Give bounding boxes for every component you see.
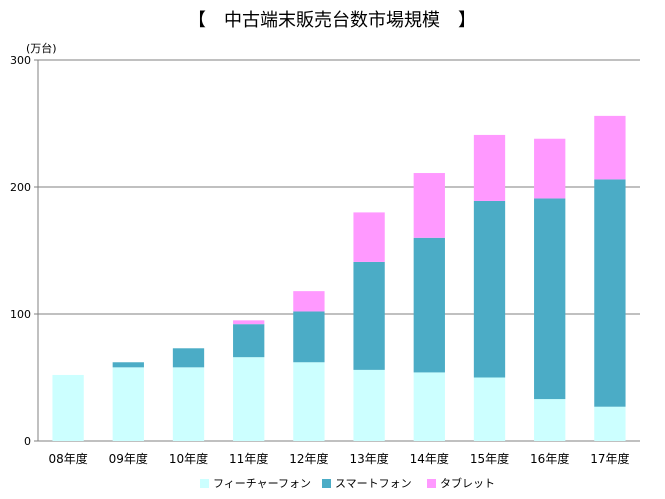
x-tick-label: 11年度: [229, 451, 268, 466]
y-tick-label: 0: [24, 435, 31, 448]
bar-13年度-スマートフォン: [353, 261, 385, 370]
x-tick-label: 13年度: [349, 451, 388, 466]
x-tick-label: 16年度: [530, 451, 569, 466]
legend-label: フィーチャーフォン: [213, 477, 311, 490]
bars: [52, 115, 626, 441]
bar-13年度-フィーチャーフォン: [353, 369, 385, 441]
x-tick-label: 17年度: [590, 451, 629, 466]
bar-11年度-タブレット: [233, 320, 265, 325]
legend-swatch: [322, 479, 331, 488]
y-axis-ticks: 0 100 200 300: [10, 54, 38, 448]
bar-13年度-タブレット: [353, 212, 385, 262]
y-axis-unit-label: (万台): [26, 41, 57, 55]
legend-label: タブレット: [440, 476, 495, 490]
y-tick-label: 300: [10, 54, 31, 67]
bar-11年度-フィーチャーフォン: [233, 357, 265, 441]
y-tick-label: 200: [10, 181, 31, 194]
bar-15年度-タブレット: [473, 134, 506, 201]
bar-16年度-スマートフォン: [534, 198, 566, 400]
chart-title: 【 中古端末販売台数市場規模 】: [188, 10, 476, 31]
legend-swatch: [200, 479, 209, 488]
bar-14年度-フィーチャーフォン: [413, 372, 445, 441]
bar-17年度-スマートフォン: [594, 179, 626, 407]
bar-16年度-タブレット: [534, 138, 566, 199]
x-tick-label: 09年度: [109, 451, 148, 466]
bar-17年度-フィーチャーフォン: [594, 406, 626, 441]
bar-12年度-フィーチャーフォン: [293, 362, 325, 441]
bar-15年度-フィーチャーフォン: [473, 377, 506, 441]
bar-11年度-スマートフォン: [233, 324, 265, 358]
bar-14年度-タブレット: [413, 173, 445, 238]
bar-12年度-タブレット: [293, 291, 325, 312]
bar-14年度-スマートフォン: [413, 237, 445, 373]
x-axis-ticks: 08年度 09年度 10年度 11年度 12年度 13年度 14年度 15年度 16年度 17年度: [48, 451, 629, 466]
x-tick-label: 14年度: [410, 451, 449, 466]
bar-15年度-スマートフォン: [473, 200, 506, 378]
bar-09年度-スマートフォン: [112, 362, 144, 368]
legend-swatch: [427, 479, 436, 488]
bar-10年度-スマートフォン: [172, 348, 205, 368]
bar-16年度-フィーチャーフォン: [534, 399, 566, 441]
legend-label: スマートフォン: [335, 477, 412, 490]
bar-17年度-タブレット: [594, 115, 626, 180]
x-tick-label: 10年度: [169, 451, 208, 466]
x-tick-label: 08年度: [48, 451, 87, 466]
bar-09年度-フィーチャーフォン: [112, 367, 144, 441]
x-tick-label: 15年度: [470, 451, 509, 466]
bar-10年度-フィーチャーフォン: [172, 367, 205, 441]
legend: フィーチャーフォン スマートフォン タブレット: [200, 476, 495, 490]
y-tick-label: 100: [10, 308, 31, 321]
bar-12年度-スマートフォン: [293, 311, 325, 363]
x-tick-label: 12年度: [289, 451, 328, 466]
bar-08年度-フィーチャーフォン: [52, 374, 84, 441]
